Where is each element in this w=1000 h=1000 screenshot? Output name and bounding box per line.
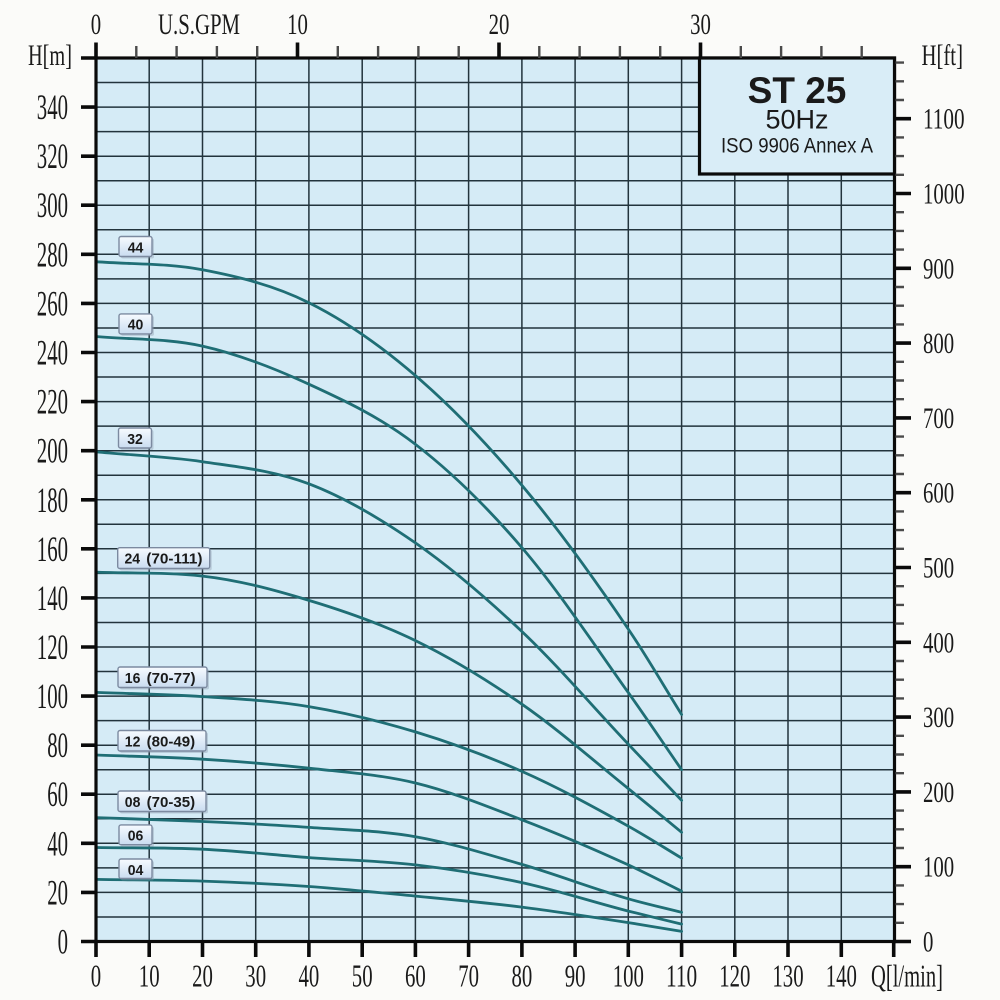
svg-text:40: 40 (299, 958, 320, 994)
svg-text:0: 0 (91, 958, 101, 994)
svg-text:100: 100 (923, 851, 954, 884)
svg-text:300: 300 (37, 185, 68, 225)
svg-text:ISO 9906 Annex A: ISO 9906 Annex A (721, 135, 873, 158)
svg-text:160: 160 (37, 529, 68, 569)
svg-text:60: 60 (405, 958, 426, 994)
svg-text:50: 50 (352, 958, 373, 994)
svg-text:200: 200 (923, 776, 954, 809)
svg-text:700: 700 (923, 402, 954, 435)
svg-text:(70-35): (70-35) (147, 794, 196, 811)
svg-text:(70-111): (70-111) (146, 551, 202, 568)
svg-text:10: 10 (287, 8, 308, 41)
svg-text:70: 70 (458, 958, 479, 994)
svg-text:30: 30 (690, 8, 711, 41)
svg-text:20: 20 (47, 872, 68, 912)
svg-text:44: 44 (128, 239, 144, 256)
svg-text:220: 220 (37, 382, 68, 422)
svg-text:100: 100 (37, 676, 68, 716)
svg-text:90: 90 (565, 958, 586, 994)
svg-text:08: 08 (125, 794, 141, 811)
svg-text:140: 140 (37, 578, 68, 618)
svg-text:400: 400 (923, 626, 954, 659)
svg-text:260: 260 (37, 283, 68, 323)
svg-text:200: 200 (37, 431, 68, 471)
svg-text:40: 40 (47, 823, 68, 863)
svg-text:340: 340 (37, 87, 68, 127)
svg-text:30: 30 (245, 958, 266, 994)
svg-text:120: 120 (37, 627, 68, 667)
svg-text:50Hz: 50Hz (765, 105, 828, 135)
svg-text:600: 600 (923, 477, 954, 510)
svg-text:60: 60 (47, 774, 68, 814)
svg-text:20: 20 (192, 958, 213, 994)
svg-text:(70-77): (70-77) (147, 670, 196, 687)
svg-text:240: 240 (37, 333, 68, 373)
svg-text:140: 140 (826, 958, 857, 994)
svg-text:110: 110 (666, 958, 697, 994)
svg-text:12: 12 (125, 733, 141, 750)
svg-text:280: 280 (37, 234, 68, 274)
svg-text:100: 100 (613, 958, 644, 994)
svg-text:320: 320 (37, 136, 68, 176)
svg-text:120: 120 (719, 958, 750, 994)
svg-text:180: 180 (37, 480, 68, 520)
svg-text:Q[l/min]: Q[l/min] (871, 958, 943, 994)
svg-text:10: 10 (139, 958, 160, 994)
svg-text:ST 25: ST 25 (748, 70, 847, 111)
svg-text:(80-49): (80-49) (147, 733, 196, 750)
svg-text:500: 500 (923, 552, 954, 585)
svg-text:300: 300 (923, 701, 954, 734)
svg-text:H[ft]: H[ft] (922, 39, 964, 72)
svg-text:80: 80 (47, 725, 68, 765)
svg-text:1000: 1000 (923, 178, 965, 211)
svg-text:U.S.GPM: U.S.GPM (158, 8, 240, 41)
svg-text:0: 0 (923, 926, 933, 959)
svg-text:40: 40 (128, 317, 144, 334)
svg-text:0: 0 (58, 922, 68, 962)
svg-text:24: 24 (125, 551, 141, 568)
svg-text:06: 06 (128, 828, 144, 845)
svg-text:20: 20 (489, 8, 510, 41)
svg-text:130: 130 (772, 958, 803, 994)
svg-text:1100: 1100 (923, 103, 965, 136)
svg-text:16: 16 (125, 670, 141, 687)
svg-text:32: 32 (127, 431, 143, 448)
svg-text:0: 0 (91, 8, 101, 41)
svg-text:800: 800 (923, 327, 954, 360)
svg-text:900: 900 (923, 252, 954, 285)
svg-text:04: 04 (128, 862, 144, 879)
svg-text:80: 80 (512, 958, 533, 994)
svg-text:H[m]: H[m] (28, 39, 72, 72)
